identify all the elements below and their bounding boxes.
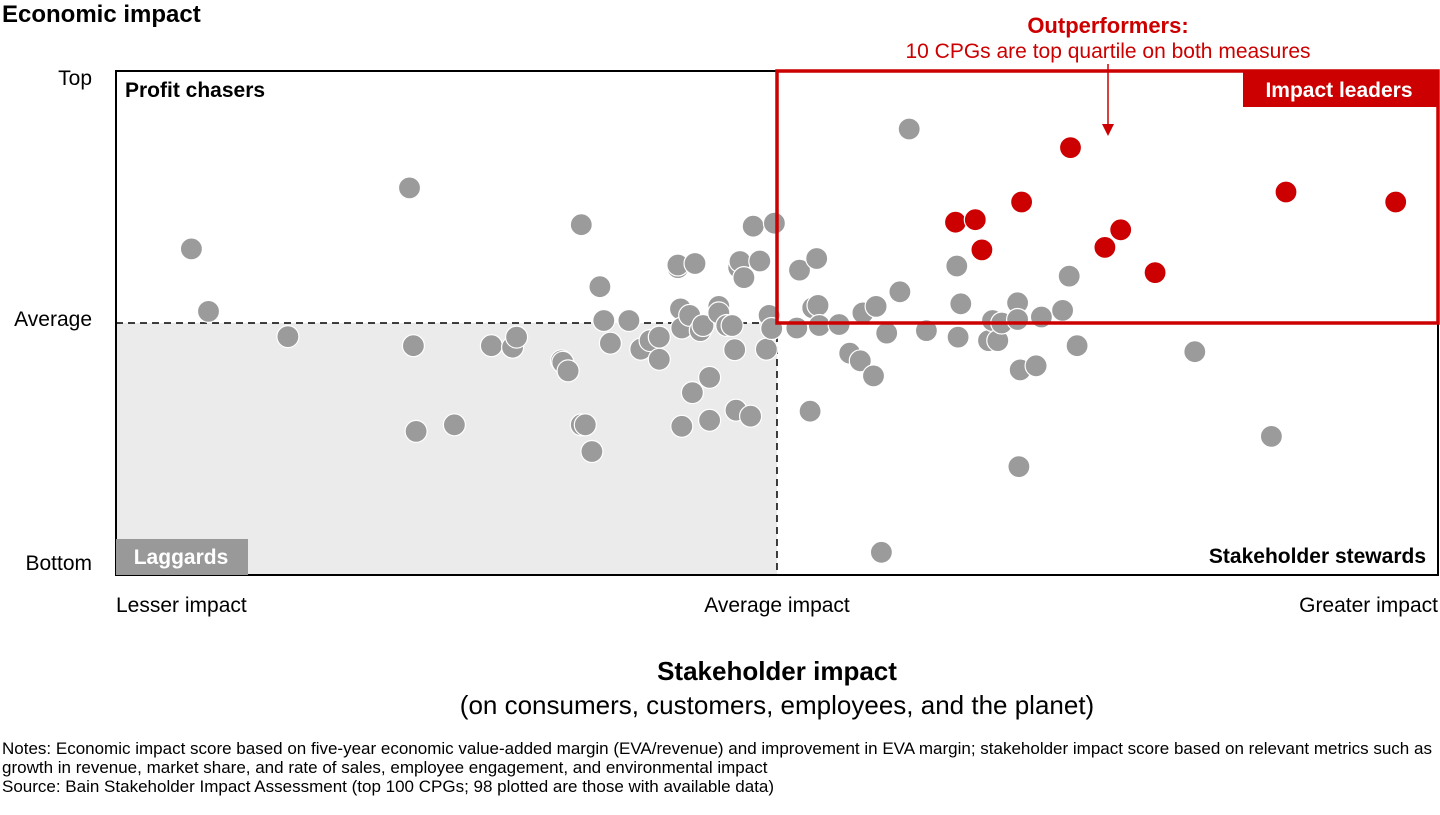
company-point — [196, 299, 221, 323]
quadrant-label-impact-leaders: Impact leaders — [1265, 79, 1412, 102]
outperformer-point — [1143, 261, 1167, 285]
company-point — [573, 413, 597, 437]
outperformer-point — [1058, 136, 1083, 160]
y-tick-label-top: Top — [58, 67, 92, 90]
outperformer-point — [1384, 190, 1408, 214]
quadrant-label-stakeholder-stewards: Stakeholder stewards — [1209, 545, 1426, 568]
company-point — [785, 316, 809, 340]
company-point — [762, 211, 787, 235]
company-point — [914, 319, 939, 343]
company-point — [691, 313, 715, 338]
company-point — [1183, 340, 1207, 364]
company-point — [401, 334, 425, 358]
notes-line: Notes: Economic impact score based on fi… — [2, 739, 1432, 777]
company-point — [738, 404, 763, 428]
company-point — [1057, 264, 1081, 288]
outperformer-point — [1274, 180, 1298, 204]
company-point — [617, 308, 641, 333]
source-line: Source: Bain Stakeholder Impact Assessme… — [2, 777, 775, 796]
company-point — [946, 325, 970, 349]
company-point — [806, 293, 830, 317]
company-point — [787, 258, 812, 282]
company-point — [680, 381, 705, 405]
company-point — [732, 266, 756, 290]
company-point — [647, 325, 671, 349]
company-point — [592, 308, 616, 333]
outperformer-point — [1093, 235, 1117, 259]
company-point — [1007, 455, 1031, 479]
annotation-title: Outperformers: — [1027, 13, 1188, 38]
company-point — [697, 408, 722, 432]
company-point — [807, 313, 831, 338]
company-point — [1065, 334, 1089, 358]
company-point — [805, 246, 829, 271]
company-point — [869, 540, 894, 564]
company-point — [580, 439, 604, 464]
outperformer-point — [970, 238, 994, 262]
company-point — [897, 117, 921, 141]
company-point — [397, 176, 422, 200]
chart-title: Economic impact — [2, 1, 201, 28]
notes: Notes: Economic impact score based on fi… — [2, 739, 1438, 796]
company-point — [1024, 354, 1048, 378]
company-point — [949, 292, 973, 316]
company-point — [647, 347, 671, 371]
outperformer-point — [943, 210, 968, 234]
impact-leaders-label-bg — [1243, 71, 1438, 107]
company-point — [442, 413, 466, 437]
company-point — [556, 359, 580, 383]
x-tick-label-average: Average impact — [704, 594, 850, 617]
company-point — [861, 364, 886, 388]
company-point — [864, 294, 888, 318]
outperformer-point — [1009, 190, 1034, 214]
outperformer-point — [1109, 218, 1133, 242]
company-point — [179, 237, 203, 261]
company-point — [598, 331, 623, 355]
company-point — [479, 334, 503, 358]
annotation-arrow-head — [1102, 124, 1114, 136]
company-point — [670, 414, 694, 438]
y-tick-label-average: Average — [14, 308, 92, 331]
x-axis-title: Stakeholder impact — [657, 656, 897, 686]
company-point — [945, 254, 969, 278]
company-point — [748, 249, 772, 273]
company-point — [1050, 298, 1075, 322]
company-point — [875, 321, 899, 345]
company-point — [754, 337, 779, 361]
laggards-quadrant-area — [116, 323, 777, 575]
x-tick-label-lesser: Lesser impact — [116, 594, 247, 617]
company-point — [276, 325, 300, 349]
company-point — [848, 349, 872, 373]
quadrant-label-laggards: Laggards — [134, 546, 229, 569]
x-tick-label-greater: Greater impact — [1299, 594, 1438, 617]
company-point — [741, 214, 765, 238]
company-point — [683, 251, 707, 276]
laggards-label-bg — [116, 539, 248, 575]
x-axis-subtitle: (on consumers, customers, employees, and… — [460, 690, 1094, 720]
company-point — [1005, 307, 1030, 332]
company-point — [404, 419, 428, 443]
company-point — [760, 316, 784, 341]
company-point — [697, 365, 722, 389]
quadrant-label-profit-chasers: Profit chasers — [125, 79, 265, 102]
company-point — [1259, 424, 1284, 448]
company-point — [798, 399, 822, 423]
company-point — [720, 313, 744, 338]
outperformer-point — [963, 208, 987, 232]
company-point — [569, 213, 593, 237]
company-point — [588, 275, 612, 299]
company-point — [504, 325, 529, 349]
annotation-text: 10 CPGs are top quartile on both measure… — [905, 40, 1310, 63]
company-point — [723, 338, 747, 362]
y-tick-label-bottom: Bottom — [25, 552, 92, 575]
company-point — [888, 280, 912, 304]
